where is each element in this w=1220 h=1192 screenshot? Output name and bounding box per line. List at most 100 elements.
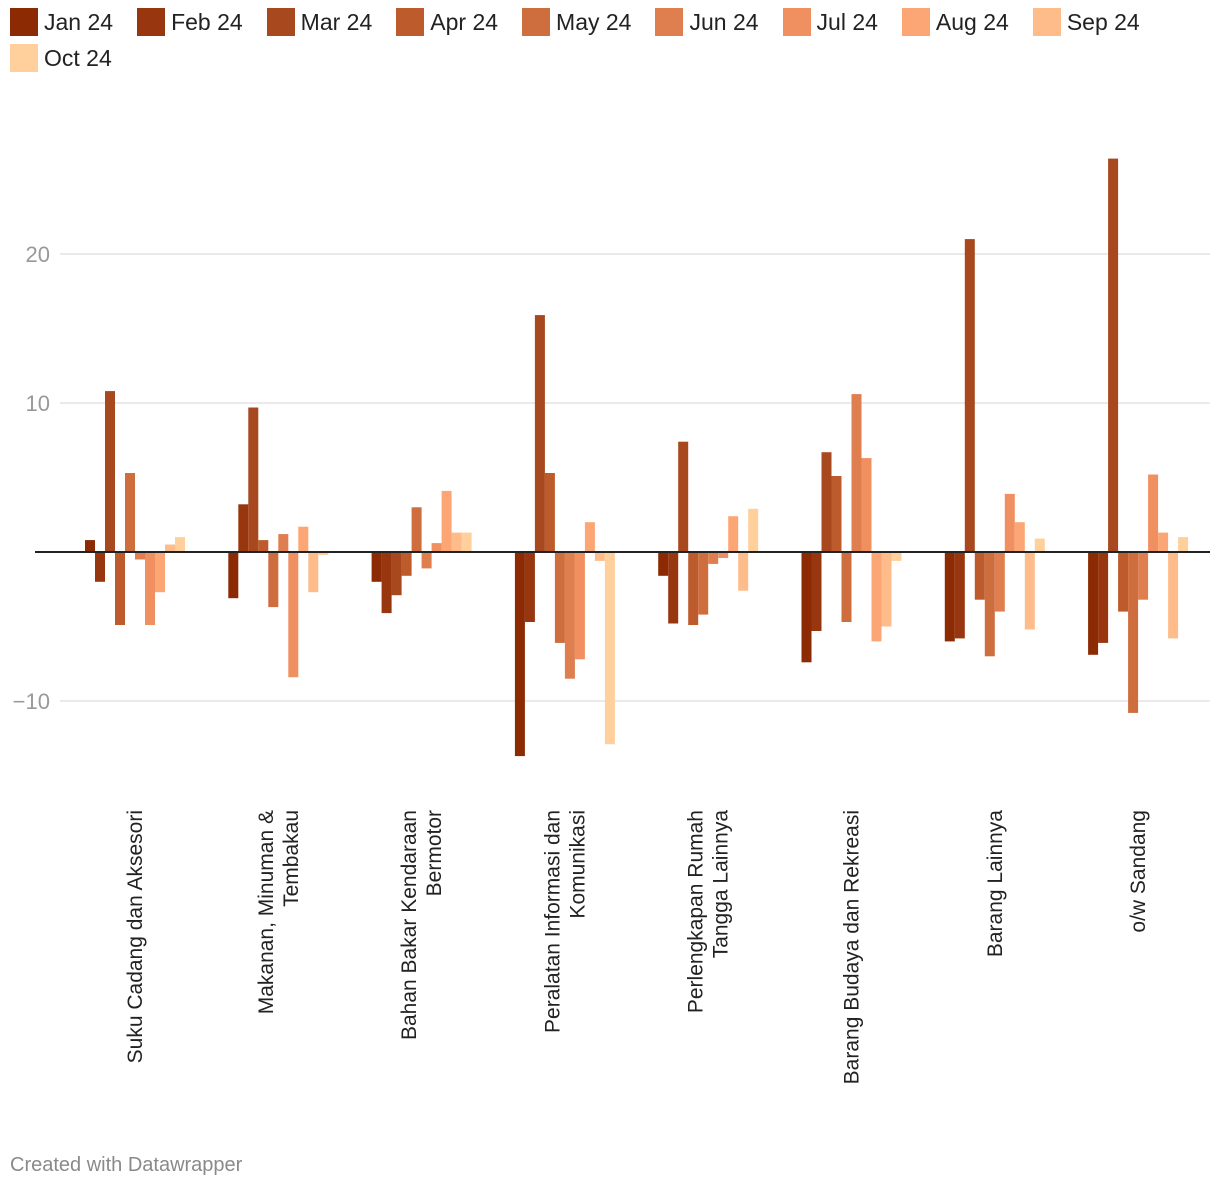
legend-label: May 24 [556,8,632,35]
legend-swatch [1032,8,1061,36]
category-label: Makanan, Minuman &Tembakau [255,810,303,1014]
legend-label: Apr 24 [430,8,499,35]
legend-swatch [901,8,930,36]
bar [105,391,115,552]
bar [851,394,862,552]
bar [1088,552,1099,655]
bar [115,552,125,625]
datawrapper-credit: Created with Datawrapper [10,1154,243,1176]
bar [411,507,422,552]
bar [891,552,902,561]
category-label-line: Perlengkapan Rumah [685,810,708,1013]
bar [175,537,185,552]
category-label: Perlengkapan RumahTangga Lainnya [685,810,733,1013]
legend-label: Oct 24 [44,44,112,71]
legend-item: Sep 24 [1032,8,1140,36]
bar [461,532,472,552]
bar [698,552,709,615]
legend-label: Feb 24 [171,8,243,35]
bar [1108,158,1119,552]
bar [288,552,299,678]
legend-label: Jun 24 [689,8,759,35]
bar [954,552,965,639]
chart-legend: Jan 24 Feb 24 Mar 24 Apr 24 May 24 Jun 24 Jul … [10,8,1210,72]
legend-item: Apr 24 [396,8,498,36]
legend-item: Aug 24 [901,8,1009,36]
bar [381,552,392,614]
bar [831,476,842,552]
category-label: o/w Sandang [1127,810,1150,933]
bar [258,540,269,552]
bar [604,552,615,745]
bar [391,552,402,596]
bar [1024,552,1035,630]
bar [718,552,729,558]
bar [1034,538,1045,552]
bar [238,504,249,552]
bar [748,508,759,552]
bar [708,552,719,564]
legend-item: Feb 24 [137,8,243,36]
bar [1118,552,1129,612]
bar [1128,552,1139,713]
legend-item: Oct 24 [10,44,112,72]
category-label-line: Peralatan Informasi dan [541,810,564,1033]
bar [401,552,412,576]
bar [584,522,595,552]
bar [298,526,309,552]
category-label-line: Barang Lainnya [984,810,1007,957]
legend-swatch [522,8,551,36]
legend-swatch [266,8,295,36]
legend-swatch [10,8,38,36]
bar [534,315,545,552]
grid-lines: −10 10 20 [13,242,1210,714]
category-label-line: Barang Budaya dan Rekreasi [841,810,864,1084]
bars [85,158,1189,757]
bar [821,452,832,552]
category-label-line: Tangga Lainnya [710,810,733,959]
bar [688,552,699,625]
bar [1014,522,1025,552]
bar [574,552,585,660]
bar [1148,474,1159,552]
legend-label: Jan 24 [44,8,114,35]
legend-label: Jul 24 [816,8,878,35]
bar [994,552,1005,612]
bar [248,407,259,552]
bar [1158,532,1169,552]
category-label-line: Komunikasi [566,810,589,919]
bar [1004,493,1015,552]
bar [514,552,525,757]
y-tick-label: 10 [26,391,50,416]
bar [564,552,575,679]
bar [881,552,892,627]
bar [1098,552,1109,643]
bar [554,552,565,643]
bar [318,552,329,555]
bar [801,552,812,663]
bar [125,473,135,552]
category-labels: Suku Cadang dan Aksesori Makanan, Minuman… [124,810,1150,1085]
bar [728,516,739,552]
bar [658,552,669,576]
bar [441,490,452,552]
bar [1168,552,1179,639]
bar [431,543,442,552]
bar [1138,552,1149,600]
category-label: Barang Budaya dan Rekreasi [841,810,864,1084]
bar [871,552,882,642]
bar [861,458,872,552]
category-label-line: Suku Cadang dan Aksesori [124,810,147,1063]
bar [278,534,289,552]
bar [135,552,145,560]
legend-item: May 24 [522,8,631,36]
bar [668,552,679,624]
bar [738,552,749,591]
legend-label: Sep 24 [1066,8,1140,35]
bar [451,532,462,552]
category-label: Barang Lainnya [984,810,1007,957]
legend-swatch [655,8,684,36]
legend-swatch [137,8,166,36]
bar [1178,537,1189,552]
